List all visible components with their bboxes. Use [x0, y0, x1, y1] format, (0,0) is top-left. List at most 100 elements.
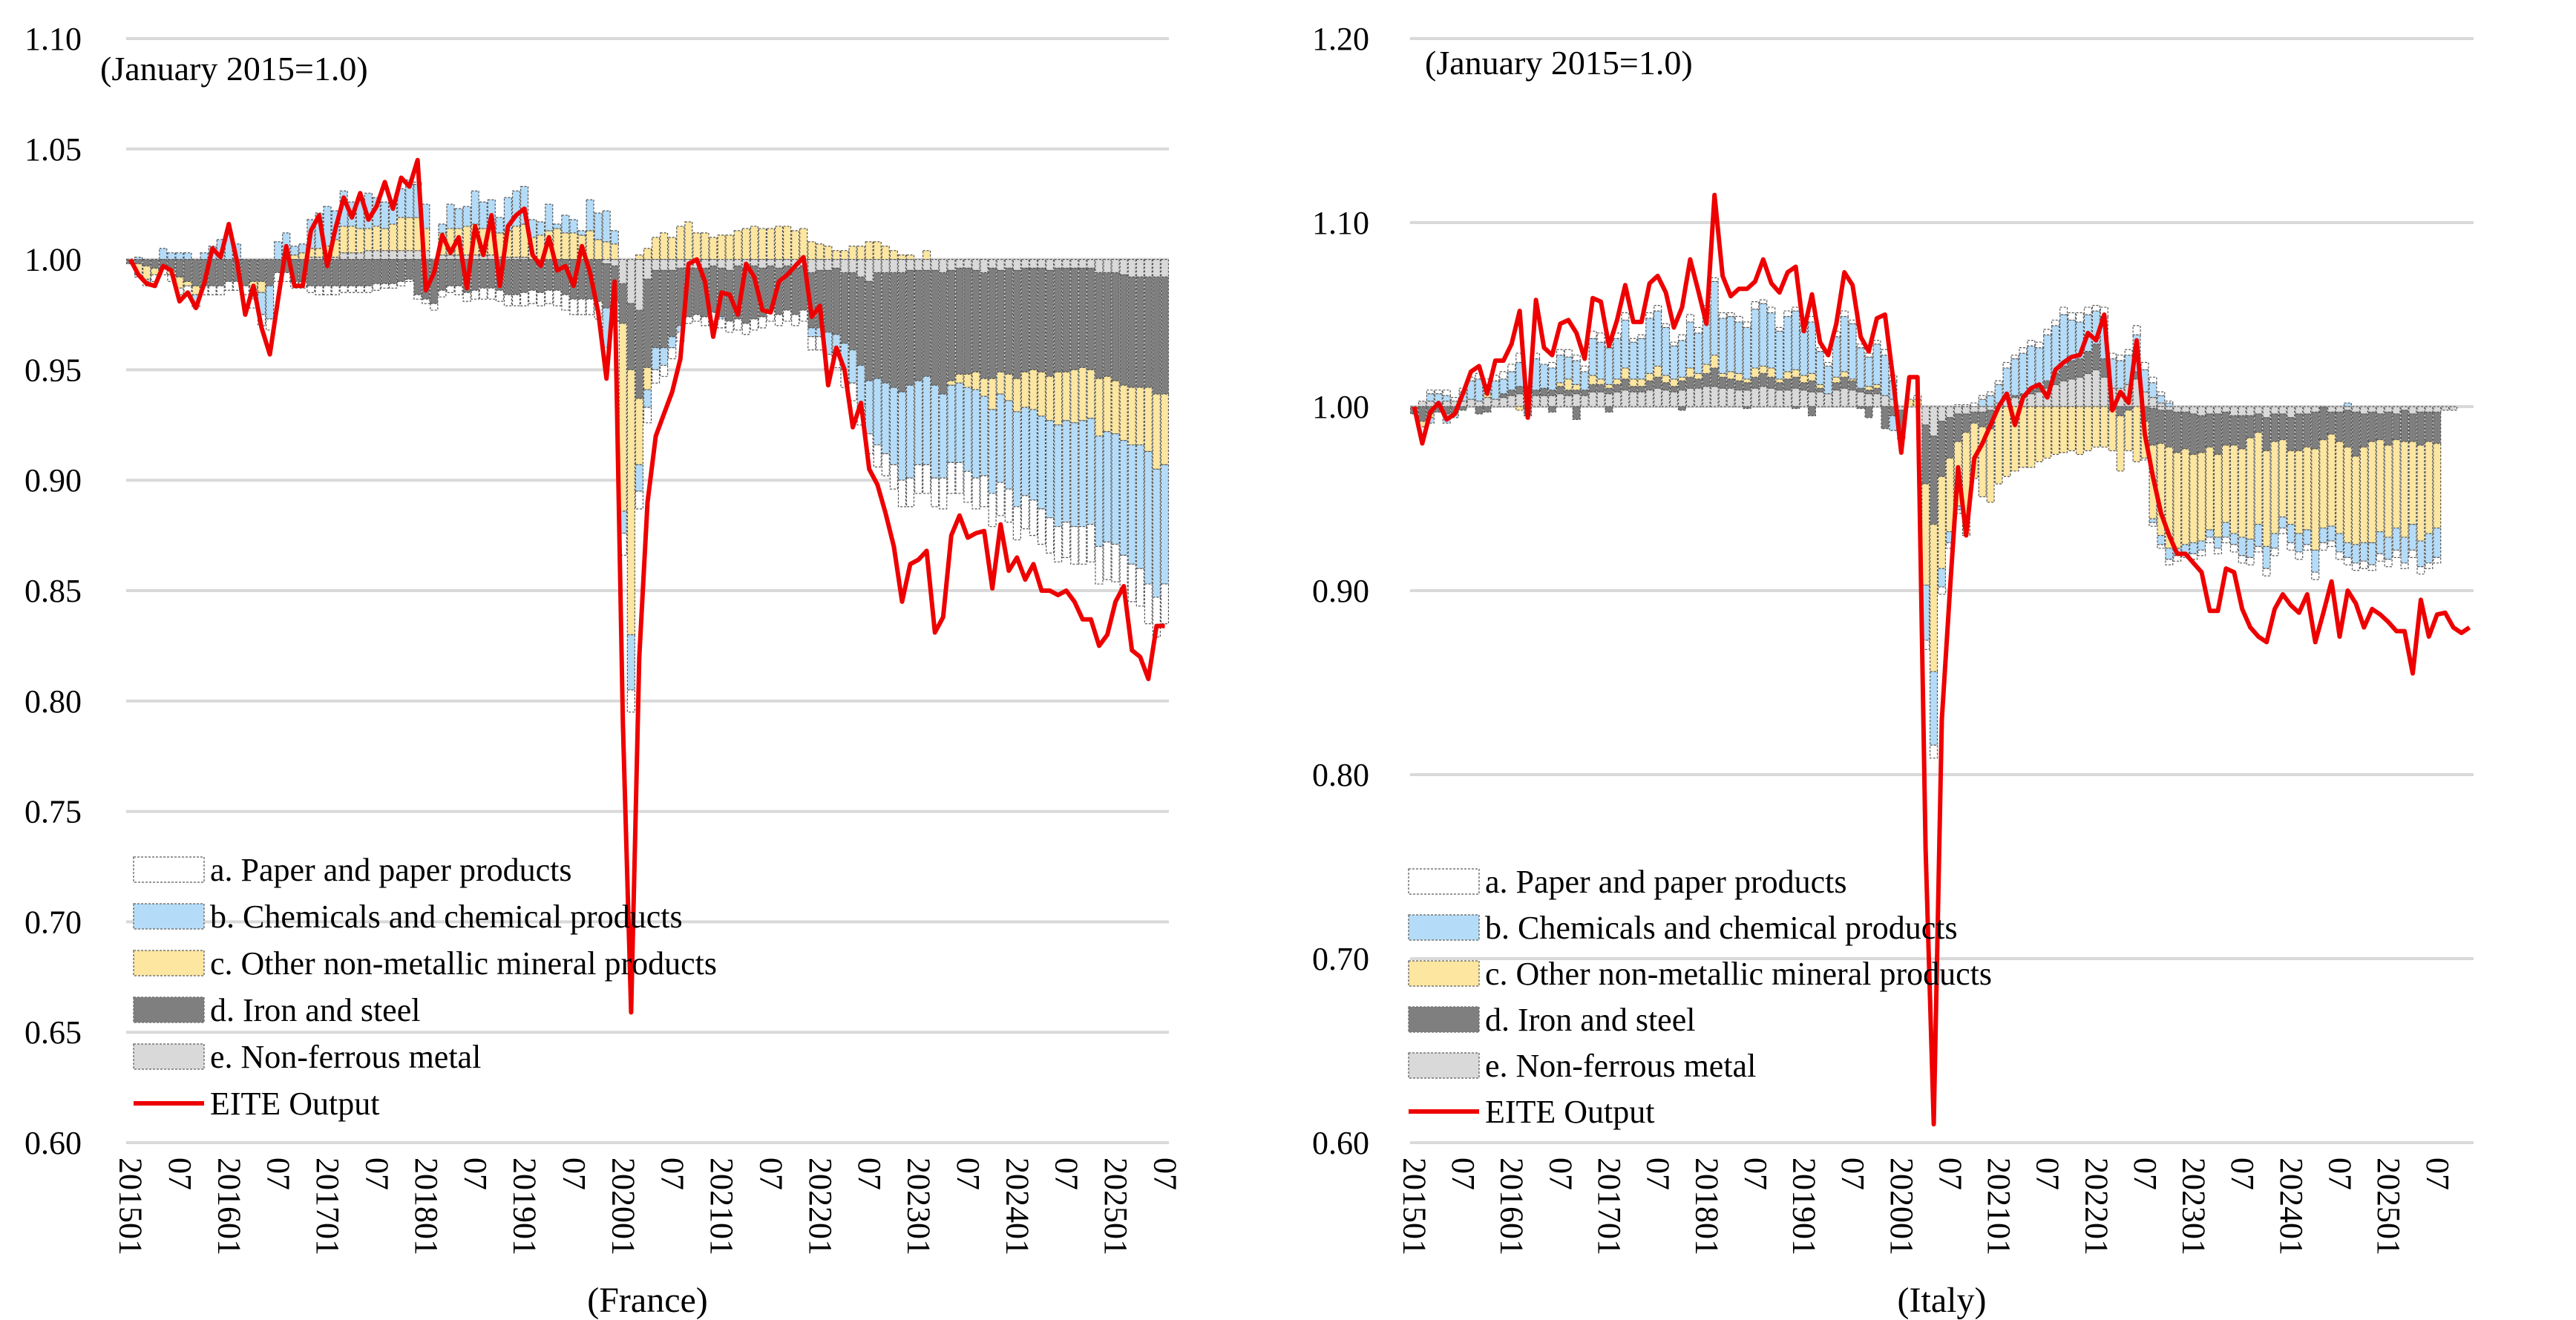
bar-segment [307, 285, 315, 293]
bar-segment [824, 269, 833, 333]
italy-chart-panel: 0.60 0.70 0.80 0.90 1.00 1.10 1.20 201501 07 2016… [1306, 0, 2576, 1320]
bar-segment [2132, 325, 2141, 335]
x-tick-label: 07 [2419, 1158, 2456, 1190]
bar-segment [651, 237, 661, 260]
bar-segment [1596, 384, 1605, 393]
bar-segment [1152, 259, 1161, 278]
bar-segment [971, 269, 980, 372]
bar-segment [355, 252, 364, 260]
bar-segment [1152, 276, 1161, 395]
bar-segment [577, 298, 586, 315]
legend-swatch [1408, 1052, 1480, 1079]
bar-segment [2229, 444, 2238, 534]
bar-segment [1629, 378, 1638, 387]
bar-segment [1775, 326, 1784, 332]
bar-segment [832, 250, 841, 260]
bar-segment [725, 234, 734, 260]
bar-segment [1556, 354, 1564, 384]
bar-segment [1070, 422, 1079, 528]
bar-segment [2400, 536, 2409, 564]
bar-segment [2002, 367, 2011, 398]
bar-segment [1564, 390, 1573, 396]
bar-segment [914, 259, 923, 272]
bar-segment [1872, 340, 1881, 345]
bar-segment [643, 259, 652, 280]
x-tick-label: 202001 [605, 1158, 641, 1255]
bar-segment [216, 285, 225, 295]
bar-segment [2068, 378, 2077, 407]
bar-segment [2327, 433, 2336, 527]
bar-segment [388, 223, 398, 252]
bar-segment [2157, 395, 2166, 404]
bar-segment [1144, 583, 1153, 625]
legend-item-output: EITE Output [1409, 1094, 1655, 1130]
bar-segment [865, 259, 874, 282]
bar-segment [2351, 411, 2360, 457]
bar-segment [1078, 367, 1087, 421]
bar-segment [758, 259, 767, 269]
bar-segment [2165, 559, 2174, 565]
x-tick-label: 201501 [113, 1158, 149, 1255]
bar-segment [881, 382, 890, 455]
x-tick-label: 07 [655, 1158, 691, 1190]
bar-segment [1986, 391, 1995, 396]
y-tick-label: 1.20 [1312, 21, 1369, 57]
bar-segment [388, 250, 398, 260]
bar-segment [1596, 341, 1605, 380]
bar-segment [963, 373, 972, 388]
bar-segment [1046, 375, 1055, 421]
bar-segment [1654, 305, 1662, 312]
bar-segment [2221, 522, 2230, 538]
bar-segment [832, 259, 841, 269]
bar-segment [2205, 446, 2215, 531]
bar-segment [889, 259, 898, 274]
bar-segment [2229, 533, 2238, 545]
bar-segment [339, 226, 348, 254]
bar-segment [897, 259, 907, 274]
bar-segment [2198, 406, 2206, 416]
bar-segment [1743, 321, 1751, 328]
bar-segment [1702, 386, 1711, 407]
bar-segment [626, 259, 635, 304]
bar-segment [200, 252, 209, 260]
bar-segment [2198, 452, 2206, 542]
bar-segment [1677, 340, 1686, 378]
bar-segment [2311, 411, 2320, 450]
bar-segment [1629, 341, 1638, 380]
bar-segment [2173, 555, 2182, 562]
bar-segment [2189, 406, 2198, 415]
bar-segment [2027, 406, 2036, 468]
bar-segment [791, 230, 800, 260]
bar-segment [142, 265, 151, 280]
bar-segment [2270, 413, 2279, 442]
eite-output-line [1412, 192, 2471, 1127]
bar-segment [1605, 393, 1613, 407]
bar-segment [397, 188, 406, 218]
bar-segment [175, 252, 184, 260]
bar-segment [2198, 549, 2206, 556]
x-tick-label: 07 [753, 1158, 789, 1190]
bar-segment [618, 259, 627, 284]
bar-segment [1012, 378, 1021, 413]
bar-segment [2351, 456, 2360, 545]
bar-segment [1012, 259, 1021, 272]
bar-segment [2198, 415, 2206, 453]
bar-segment [1710, 367, 1719, 387]
bar-segment [980, 378, 989, 397]
bar-segment [2221, 406, 2230, 413]
bar-segment [1978, 406, 1987, 413]
bar-segment [865, 241, 874, 260]
bar-segment [2392, 413, 2401, 441]
bar-segment [1160, 276, 1170, 395]
bar-segment [1135, 444, 1144, 569]
y-tick-label: 0.85 [24, 573, 82, 609]
bar-segment [1726, 378, 1735, 389]
bar-segment [1726, 371, 1735, 380]
bar-segment [2116, 415, 2125, 472]
bar-segment [1029, 409, 1038, 501]
bar-segment [1070, 526, 1079, 565]
legend-label: c. Other non-metallic mineral products [1485, 956, 1992, 992]
bar-segment [1111, 259, 1120, 274]
x-tick-label: 201701 [1591, 1158, 1628, 1255]
bar-segment [2335, 533, 2344, 553]
